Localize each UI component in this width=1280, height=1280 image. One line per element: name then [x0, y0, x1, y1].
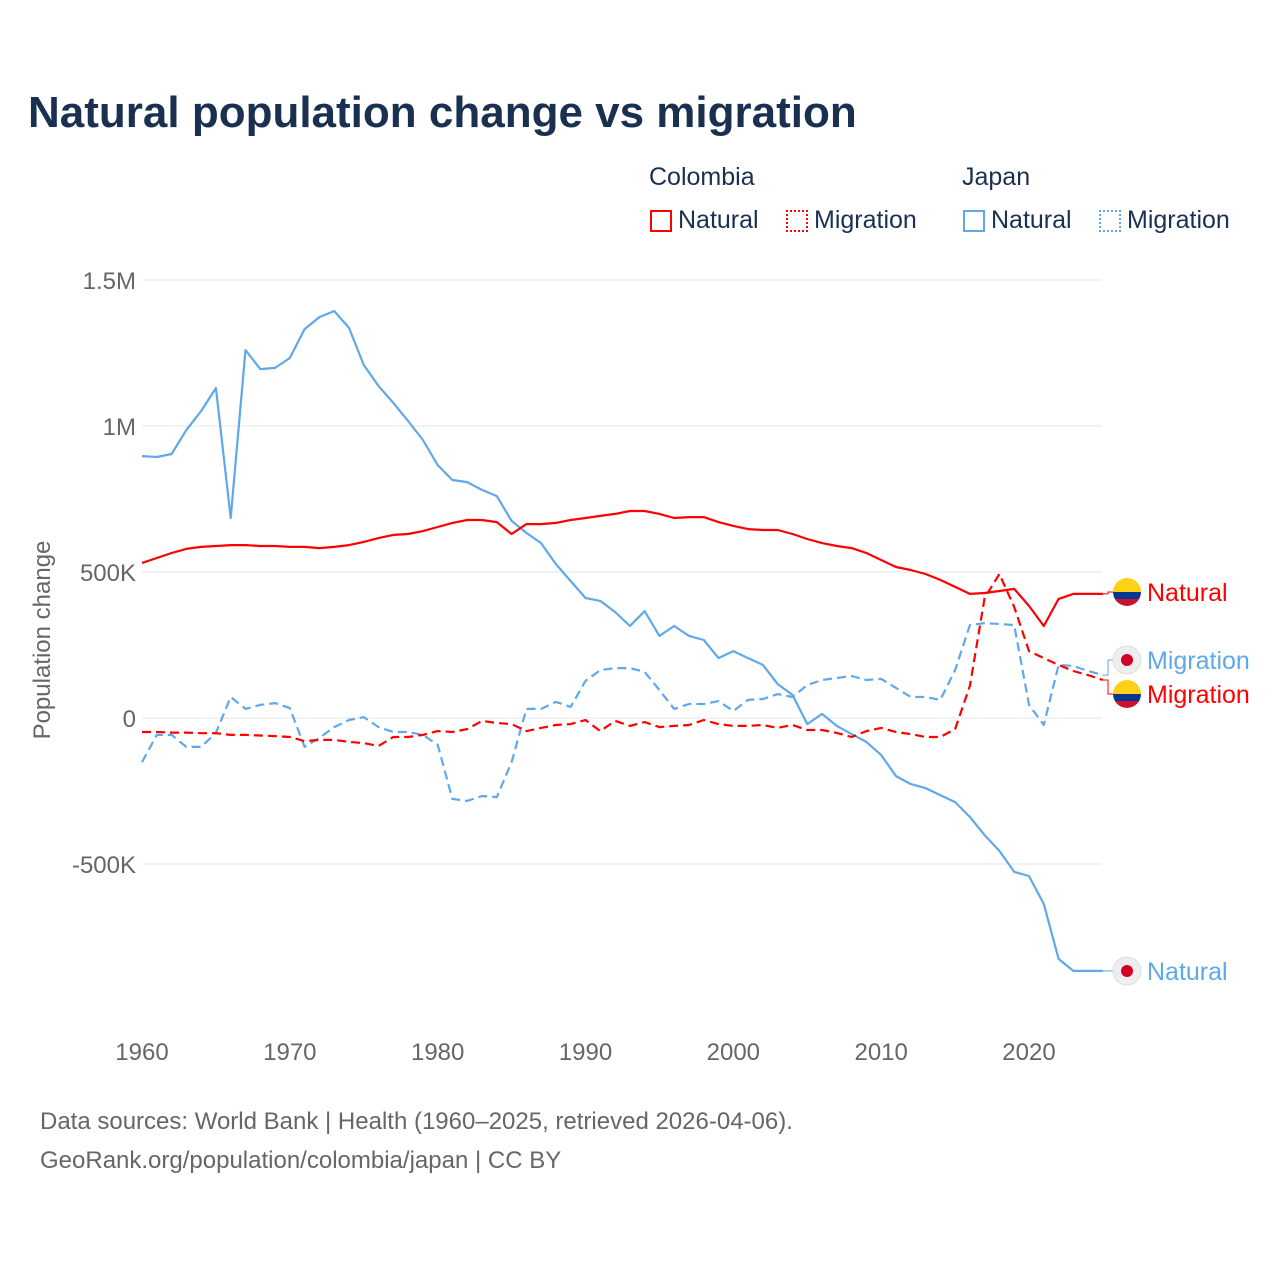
legend-label: Natural	[991, 206, 1072, 234]
legend-group-japan: Japan	[962, 163, 1031, 191]
chart-title: Natural population change vs migration	[28, 88, 857, 137]
x-tick-label: 1970	[263, 1039, 316, 1066]
japan-flag-icon	[1112, 645, 1142, 675]
legend-japan-natural[interactable]: Natural	[963, 206, 1072, 235]
end-label-connector	[1102, 679, 1114, 695]
end-label: Migration	[1147, 647, 1250, 675]
x-tick-label: 2020	[1002, 1039, 1055, 1066]
y-tick-label: 0	[123, 706, 136, 733]
y-tick-label: 1M	[103, 414, 136, 441]
flag-red	[1113, 701, 1141, 708]
source-url[interactable]: GeoRank.org/population/colombia/japan | …	[40, 1147, 562, 1174]
y-tick-label: 1.5M	[83, 268, 136, 295]
flag-yellow	[1113, 578, 1141, 592]
legend-swatch-dotted	[786, 209, 808, 232]
flag-sun	[1121, 965, 1133, 977]
y-tick-label: -500K	[72, 852, 136, 879]
legend-label: Migration	[814, 206, 917, 234]
end-label: Natural	[1147, 579, 1228, 607]
x-tick-label: 2000	[707, 1039, 760, 1066]
flag-blue	[1113, 694, 1141, 701]
series-line-japan-natural	[141, 309, 1103, 973]
legend-colombia-migration[interactable]: Migration	[786, 206, 917, 235]
flag-yellow	[1113, 680, 1141, 694]
legend-colombia-natural[interactable]: Natural	[650, 206, 759, 235]
x-tick-label: 2010	[854, 1039, 907, 1066]
end-label-connector	[1102, 659, 1114, 676]
flag-red	[1113, 599, 1141, 606]
source-text: Data sources: World Bank | Health (1960–…	[40, 1108, 793, 1135]
end-label: Migration	[1147, 681, 1250, 709]
flag-stripes	[1113, 680, 1141, 708]
flag-stripes	[1113, 578, 1141, 606]
y-tick-label: 500K	[80, 560, 136, 587]
legend-swatch-dotted	[1099, 209, 1121, 232]
colombia-flag-icon	[1113, 578, 1141, 606]
colombia-flag-icon	[1113, 680, 1141, 708]
y-axis-label: Population change	[29, 541, 56, 740]
flag-blue	[1113, 592, 1141, 599]
series-line-colombia-migration	[142, 572, 1104, 748]
legend-swatch-solid	[963, 209, 985, 232]
legend-label: Migration	[1127, 206, 1230, 234]
series-line-colombia-natural	[141, 509, 1103, 628]
japan-flag-icon	[1112, 956, 1142, 986]
end-label-connector	[1102, 591, 1114, 595]
x-tick-label: 1960	[115, 1039, 168, 1066]
legend-japan-migration[interactable]: Migration	[1099, 206, 1230, 235]
flag-sun	[1121, 654, 1133, 666]
legend-label: Natural	[678, 206, 759, 234]
legend-swatch-solid	[650, 209, 672, 232]
x-tick-label: 1980	[411, 1039, 464, 1066]
x-tick-label: 1990	[559, 1039, 612, 1066]
legend-group-colombia: Colombia	[649, 163, 755, 191]
end-label: Natural	[1147, 958, 1228, 986]
series-line-japan-migration	[141, 621, 1104, 803]
